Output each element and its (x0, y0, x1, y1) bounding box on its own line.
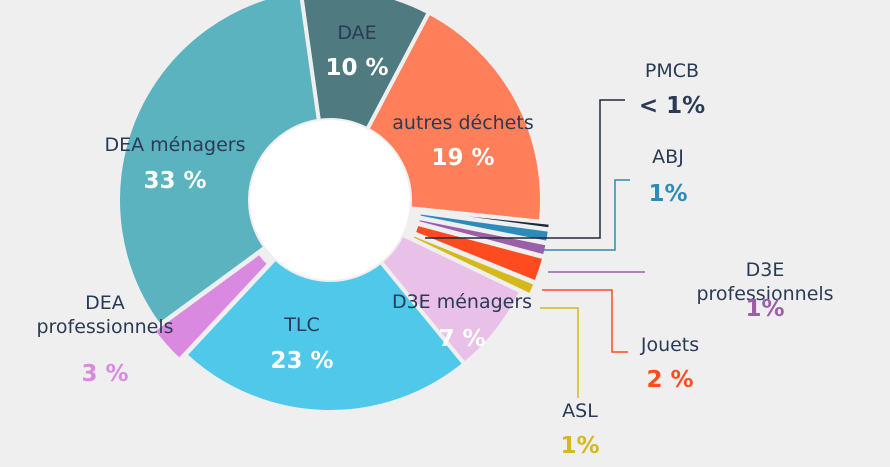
segment-value: 19 % (431, 145, 495, 171)
segment-value: 2 % (646, 367, 694, 393)
leader-line (542, 289, 628, 353)
segment-value: 1% (745, 296, 785, 322)
segment-name: D3E professionnels (696, 259, 834, 305)
segment-value: 1% (648, 181, 688, 207)
segment-name: ASL (562, 400, 598, 422)
segment-value: 33 % (143, 168, 207, 194)
segment-value: 10 % (325, 55, 389, 81)
segment-name: Jouets (640, 334, 700, 356)
segment-name: autres déchets (392, 112, 534, 134)
segment-name: DEA professionnels (36, 292, 174, 338)
segment-name: TLC (284, 314, 320, 336)
leader-line (540, 307, 579, 398)
segment-value: 7 % (438, 326, 486, 352)
segment-name: D3E ménagers (391, 291, 533, 313)
donut-hole (250, 120, 410, 280)
segment-value: 23 % (270, 348, 334, 374)
segment-value: 3 % (81, 361, 129, 387)
leader-line (542, 179, 630, 251)
leader-line (425, 99, 625, 239)
segment-name: DEA ménagers (104, 134, 246, 156)
segment-value: 1% (560, 433, 600, 459)
segment-name: PMCB (644, 60, 700, 82)
segment-name: DAE (337, 22, 377, 44)
segment-name: ABJ (652, 146, 684, 168)
segment-value: < 1% (638, 93, 706, 119)
donut-segment (182, 255, 468, 414)
